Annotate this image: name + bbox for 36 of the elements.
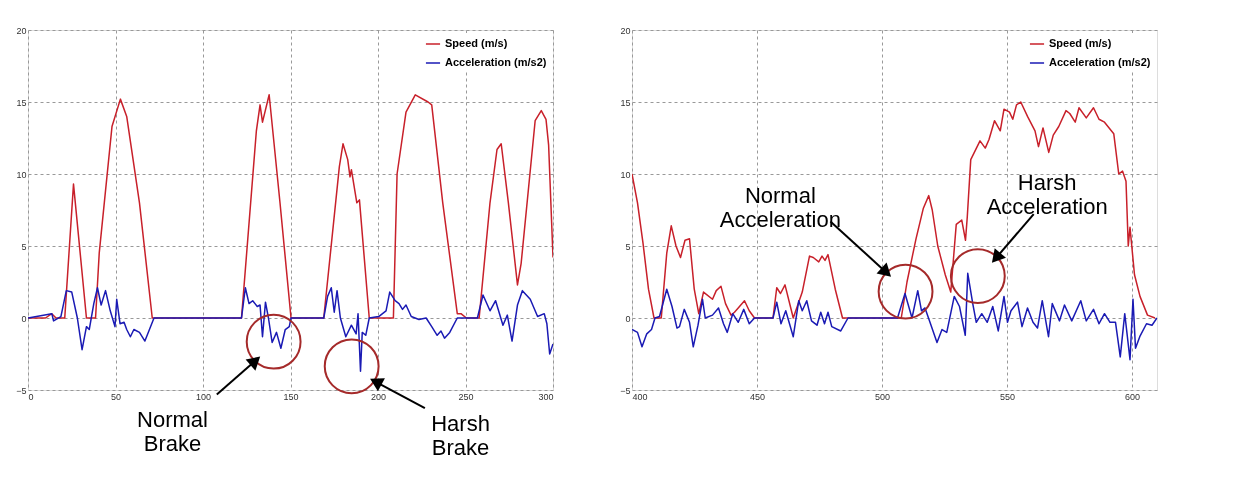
y-tick-label: 5: [21, 241, 27, 252]
x-tick-label: 450: [749, 391, 766, 402]
text: Normal Brake: [137, 407, 208, 457]
y-tick-label: 0: [625, 313, 631, 324]
line-series: [632, 101, 1156, 319]
line-series: [28, 94, 553, 319]
legend-label: Acceleration (m/s2): [445, 56, 547, 68]
y-tick-label: −5: [16, 385, 27, 396]
x-tick-label: 100: [195, 391, 212, 402]
x-tick-label: 250: [458, 391, 474, 402]
annotation: Normal Acceleration: [719, 182, 841, 232]
y-tick-label: 10: [620, 169, 631, 180]
legend-label: Acceleration (m/s2): [1049, 56, 1151, 68]
x-tick-label: 200: [370, 391, 387, 402]
x-tick-label: 0: [28, 391, 34, 402]
x-tick-label: 550: [999, 391, 1016, 402]
y-tick-label: 20: [16, 25, 27, 36]
x-tick-label: 500: [874, 391, 891, 402]
y-tick-label: 5: [625, 241, 631, 252]
x-tick-label: 150: [283, 391, 299, 402]
legend-label: Speed (m/s): [1049, 37, 1112, 49]
y-tick-label: 15: [16, 97, 27, 108]
y-tick-label: 20: [620, 25, 631, 36]
x-tick-label: 600: [1124, 391, 1141, 402]
text: Harsh Brake: [431, 410, 490, 460]
legend-label: Speed (m/s): [445, 37, 508, 49]
x-tick-label: 300: [538, 391, 554, 402]
y-tick-label: 10: [16, 169, 27, 180]
x-tick-label: 400: [632, 391, 648, 402]
y-tick-label: 0: [21, 313, 27, 324]
line-series: [632, 272, 1157, 361]
y-tick-label: 15: [620, 97, 631, 108]
x-tick-label: 50: [110, 391, 122, 402]
line-series: [28, 287, 553, 373]
y-tick-label: −5: [620, 385, 631, 396]
annotation: Harsh Acceleration: [986, 170, 1108, 220]
